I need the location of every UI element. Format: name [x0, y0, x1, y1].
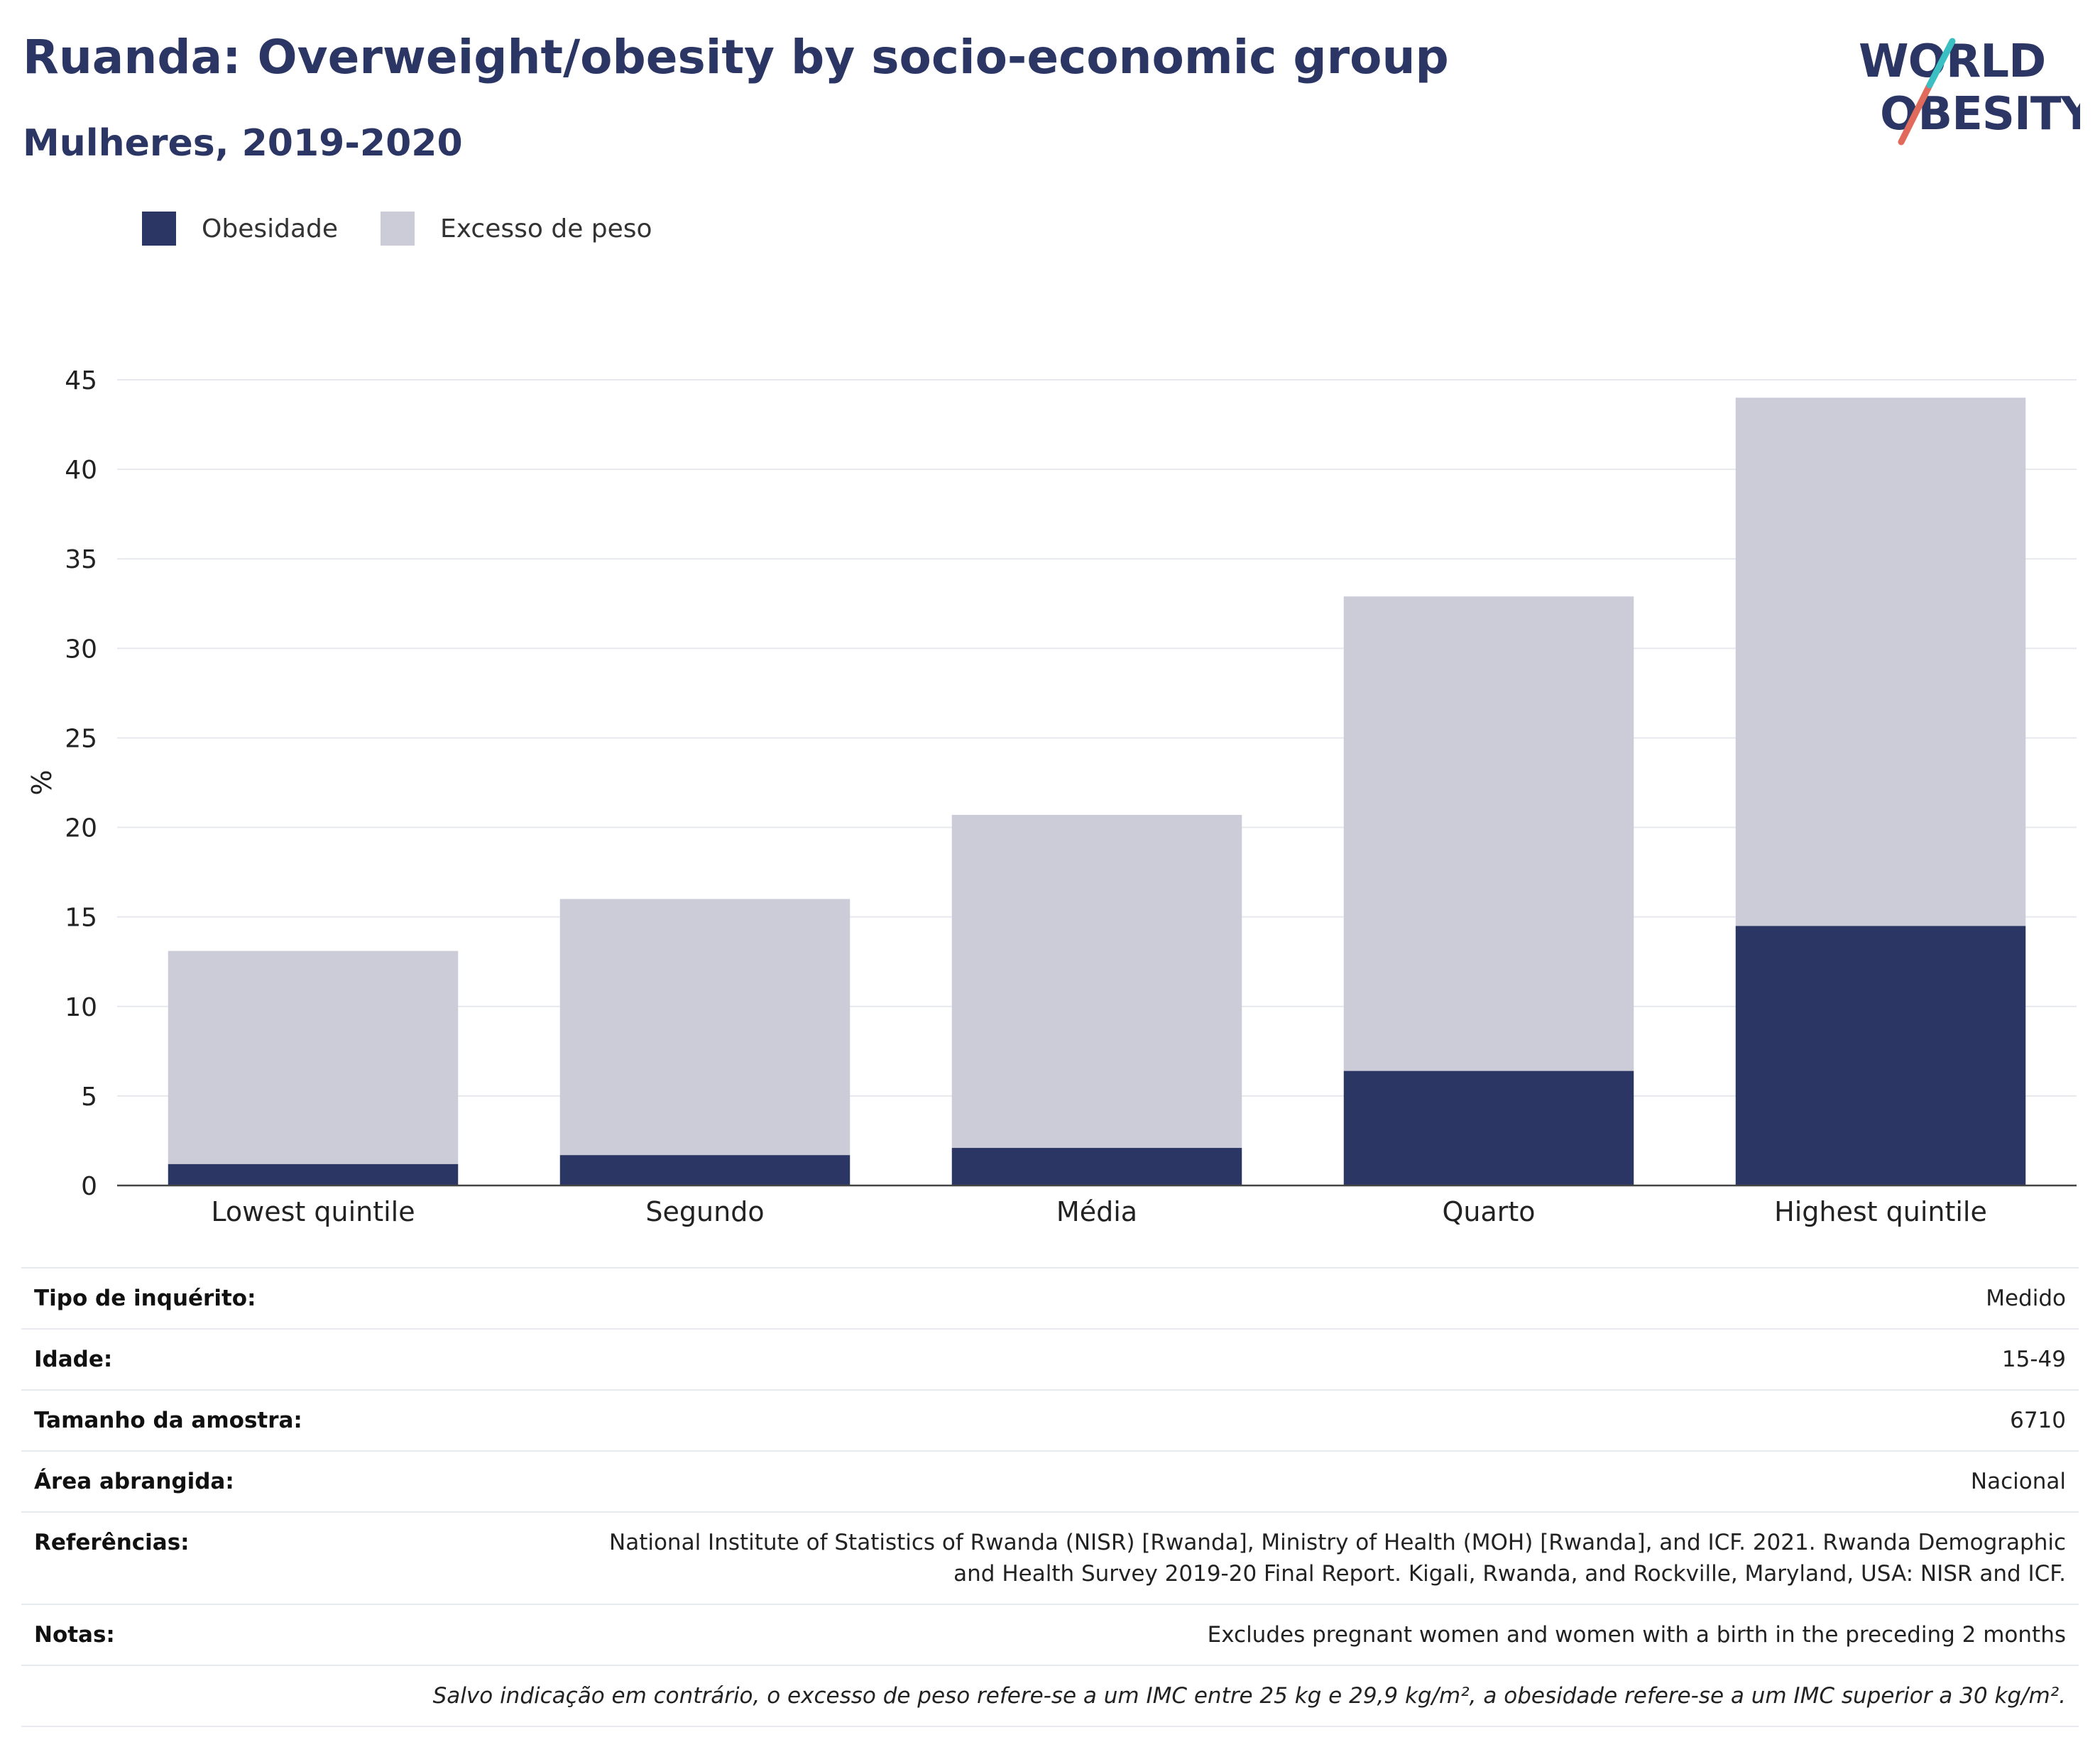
- meta-value: 15-49: [2001, 1347, 2066, 1372]
- meta-row-age: Idade: 15-49: [21, 1328, 2079, 1389]
- y-axis-label: %: [26, 770, 58, 795]
- legend-swatch-obesity: [142, 212, 176, 246]
- x-tick-label: Highest quintile: [1774, 1196, 1987, 1227]
- meta-value: 6710: [2010, 1408, 2066, 1433]
- y-tick-label: 20: [65, 814, 97, 843]
- meta-label: Tipo de inquérito:: [34, 1286, 256, 1311]
- chart-legend: Obesidade Excesso de peso: [142, 212, 695, 246]
- y-tick-label: 35: [65, 545, 97, 574]
- meta-label: Notas:: [34, 1622, 115, 1648]
- x-tick-label: Segundo: [645, 1196, 764, 1227]
- meta-value: Medido: [1986, 1286, 2066, 1311]
- y-tick-label: 30: [65, 635, 97, 664]
- meta-value: National Institute of Statistics of Rwan…: [609, 1530, 2066, 1587]
- survey-details-table: Tipo de inquérito: Medido Idade: 15-49 T…: [21, 1267, 2079, 1727]
- meta-row-footnote: Salvo indicação em contrário, o excesso …: [21, 1665, 2079, 1726]
- bar-overweight: [559, 899, 851, 1156]
- bar-obesity: [559, 1155, 851, 1185]
- bar-obesity: [1343, 1070, 1634, 1185]
- table-bottom-divider: [21, 1726, 2079, 1727]
- meta-row-survey-type: Tipo de inquérito: Medido: [21, 1267, 2079, 1328]
- meta-row-area: Área abrangida: Nacional: [21, 1450, 2079, 1511]
- meta-label: Referências:: [34, 1530, 190, 1555]
- meta-row-references: Referências: National Institute of Stati…: [21, 1511, 2079, 1604]
- bar-obesity: [1735, 926, 2026, 1185]
- y-tick-label: 15: [65, 904, 97, 933]
- bar-overweight: [951, 814, 1242, 1149]
- x-tick-label: Lowest quintile: [211, 1196, 415, 1227]
- x-tick-label: Quarto: [1442, 1196, 1535, 1227]
- bar-overweight: [1343, 596, 1634, 1071]
- legend-label-overweight: Excesso de peso: [440, 214, 652, 243]
- y-tick-label: 25: [65, 724, 97, 753]
- legend-item-obesity: Obesidade: [142, 212, 338, 246]
- y-tick-label: 5: [81, 1083, 97, 1112]
- bar-obesity: [951, 1148, 1242, 1185]
- meta-label: Área abrangida:: [34, 1469, 234, 1494]
- meta-row-notes: Notas: Excludes pregnant women and women…: [21, 1604, 2079, 1665]
- legend-swatch-overweight: [381, 212, 415, 246]
- world-obesity-logo: WORLD OBESITY: [1859, 35, 2080, 146]
- meta-label: Tamanho da amostra:: [34, 1408, 302, 1433]
- x-tick-label: Média: [1056, 1196, 1137, 1227]
- meta-row-sample-size: Tamanho da amostra: 6710: [21, 1389, 2079, 1450]
- legend-label-obesity: Obesidade: [202, 214, 339, 243]
- meta-label: Idade:: [34, 1347, 113, 1372]
- svg-text:OBESITY: OBESITY: [1880, 88, 2080, 141]
- definition-footnote: Salvo indicação em contrário, o excesso …: [432, 1683, 2066, 1709]
- y-tick-label: 10: [65, 993, 97, 1022]
- bar-overweight: [168, 951, 459, 1164]
- meta-value: Excludes pregnant women and women with a…: [1207, 1622, 2066, 1648]
- page-title: Ruanda: Overweight/obesity by socio-econ…: [23, 30, 1449, 84]
- y-tick-label: 40: [65, 456, 97, 485]
- y-tick-label: 45: [65, 366, 97, 395]
- meta-value: Nacional: [1970, 1469, 2066, 1494]
- bar-overweight: [1735, 398, 2026, 926]
- bar-obesity: [168, 1163, 459, 1185]
- legend-item-overweight: Excesso de peso: [381, 212, 652, 246]
- stacked-bar-chart: 0 5 10 15 20 25 30 35 40 45% Lowest quintile Segund…: [26, 366, 2077, 1227]
- y-tick-label: 0: [81, 1172, 97, 1201]
- page-subtitle: Mulheres, 2019-2020: [23, 122, 463, 165]
